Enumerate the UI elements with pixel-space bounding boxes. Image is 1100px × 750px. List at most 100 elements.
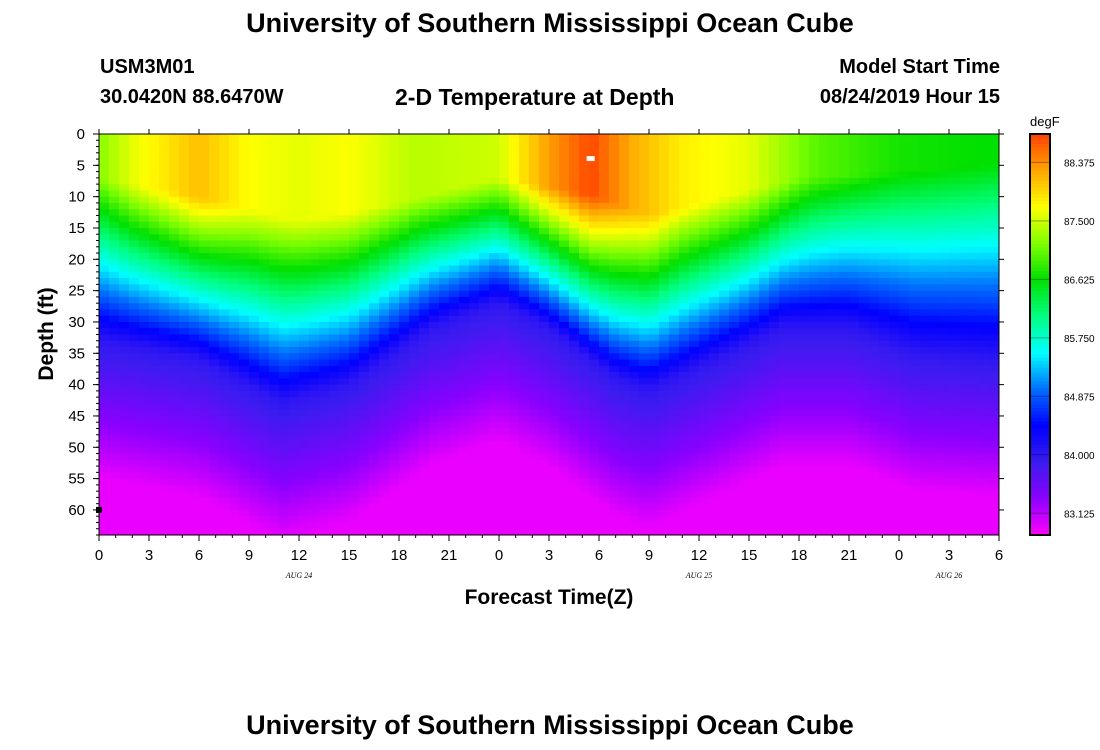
heatmap-cell [709, 397, 720, 405]
heatmap-cell [109, 434, 120, 442]
heatmap-cell [489, 334, 500, 342]
heatmap-cell [589, 491, 600, 499]
heatmap-cell [719, 196, 730, 204]
heatmap-cell [139, 365, 150, 373]
heatmap-cell [449, 415, 460, 423]
heatmap-cell [799, 140, 810, 148]
heatmap-cell [329, 240, 340, 248]
heatmap-cell [369, 221, 380, 229]
heatmap-cell [159, 472, 170, 480]
heatmap-cell [449, 509, 460, 517]
heatmap-cell [419, 259, 430, 267]
heatmap-cell [299, 271, 310, 279]
heatmap-cell [249, 271, 260, 279]
heatmap-cell [109, 265, 120, 273]
heatmap-cell [299, 246, 310, 254]
heatmap-cell [169, 428, 180, 436]
heatmap-cell [519, 522, 530, 530]
heatmap-cell [449, 246, 460, 254]
heatmap-cell [269, 134, 280, 141]
heatmap-cell [169, 478, 180, 486]
heatmap-cell [359, 171, 370, 179]
heatmap-cell [489, 384, 500, 392]
heatmap-cell [429, 165, 440, 173]
heatmap-cell [349, 177, 360, 185]
heatmap-cell [719, 353, 730, 361]
heatmap-cell [359, 284, 370, 292]
heatmap-cell [469, 146, 480, 154]
heatmap-cell [649, 472, 660, 480]
heatmap-cell [189, 503, 200, 511]
heatmap-cell [249, 453, 260, 461]
heatmap-cell [599, 202, 610, 210]
heatmap-cell [239, 134, 250, 141]
heatmap-cell [179, 390, 190, 398]
heatmap-cell [349, 503, 360, 511]
heatmap-cell [609, 152, 620, 160]
heatmap-cell [299, 171, 310, 179]
heatmap-cell [429, 253, 440, 260]
heatmap-cell [619, 202, 630, 210]
heatmap-cell [389, 190, 400, 198]
heatmap-cell [819, 434, 830, 442]
heatmap-cell [839, 409, 850, 417]
heatmap-cell [319, 503, 330, 511]
heatmap-cell [469, 509, 480, 517]
heatmap-cell [819, 215, 830, 223]
heatmap-cell [859, 253, 870, 260]
heatmap-cell [379, 466, 390, 473]
heatmap-cell [569, 466, 580, 473]
heatmap-cell [539, 503, 550, 511]
heatmap-cell [459, 315, 470, 323]
heatmap-cell [309, 447, 320, 455]
heatmap-cell [589, 428, 600, 436]
heatmap-cell [469, 403, 480, 411]
heatmap-cell [309, 309, 320, 317]
heatmap-cell [809, 441, 820, 448]
heatmap-cell [419, 246, 430, 254]
heatmap-cell [579, 516, 590, 524]
heatmap-cell [799, 265, 810, 273]
heatmap-cell [189, 171, 200, 179]
model-start-label: Model Start Time [839, 56, 1000, 78]
heatmap-cell [679, 215, 690, 223]
heatmap-cell [349, 284, 360, 292]
heatmap-cell [209, 253, 220, 260]
heatmap-cell [439, 384, 450, 392]
heatmap-cell [549, 509, 560, 517]
heatmap-cell [459, 472, 470, 480]
heatmap-cell [329, 447, 340, 455]
heatmap-cell [719, 428, 730, 436]
heatmap-cell [239, 522, 250, 530]
heatmap-cell [339, 516, 350, 524]
heatmap-cell [669, 321, 680, 329]
heatmap-cell [549, 328, 560, 336]
heatmap-cell [289, 171, 300, 179]
heatmap-cell [509, 378, 520, 386]
heatmap-cell [359, 334, 370, 342]
heatmap-cell [239, 441, 250, 448]
heatmap-cell [629, 491, 640, 499]
heatmap-cell [179, 334, 190, 342]
heatmap-cell [679, 466, 690, 473]
heatmap-cell [639, 334, 650, 342]
heatmap-cell [349, 315, 360, 323]
heatmap-cell [859, 303, 870, 311]
heatmap-cell [539, 441, 550, 448]
heatmap-cell [439, 271, 450, 279]
heatmap-cell [839, 478, 850, 486]
heatmap-cell [849, 466, 860, 473]
heatmap-cell [859, 428, 870, 436]
heatmap-cell [549, 134, 560, 141]
heatmap-cell [579, 353, 590, 361]
heatmap-cell [679, 134, 690, 141]
heatmap-cell [269, 428, 280, 436]
heatmap-cell [689, 347, 700, 354]
heatmap-cell [569, 340, 580, 348]
heatmap-cell [509, 365, 520, 373]
heatmap-cell [249, 522, 260, 530]
heatmap-cell [129, 240, 140, 248]
heatmap-cell [199, 447, 210, 455]
heatmap-cell [469, 202, 480, 210]
heatmap-cell [729, 403, 740, 411]
